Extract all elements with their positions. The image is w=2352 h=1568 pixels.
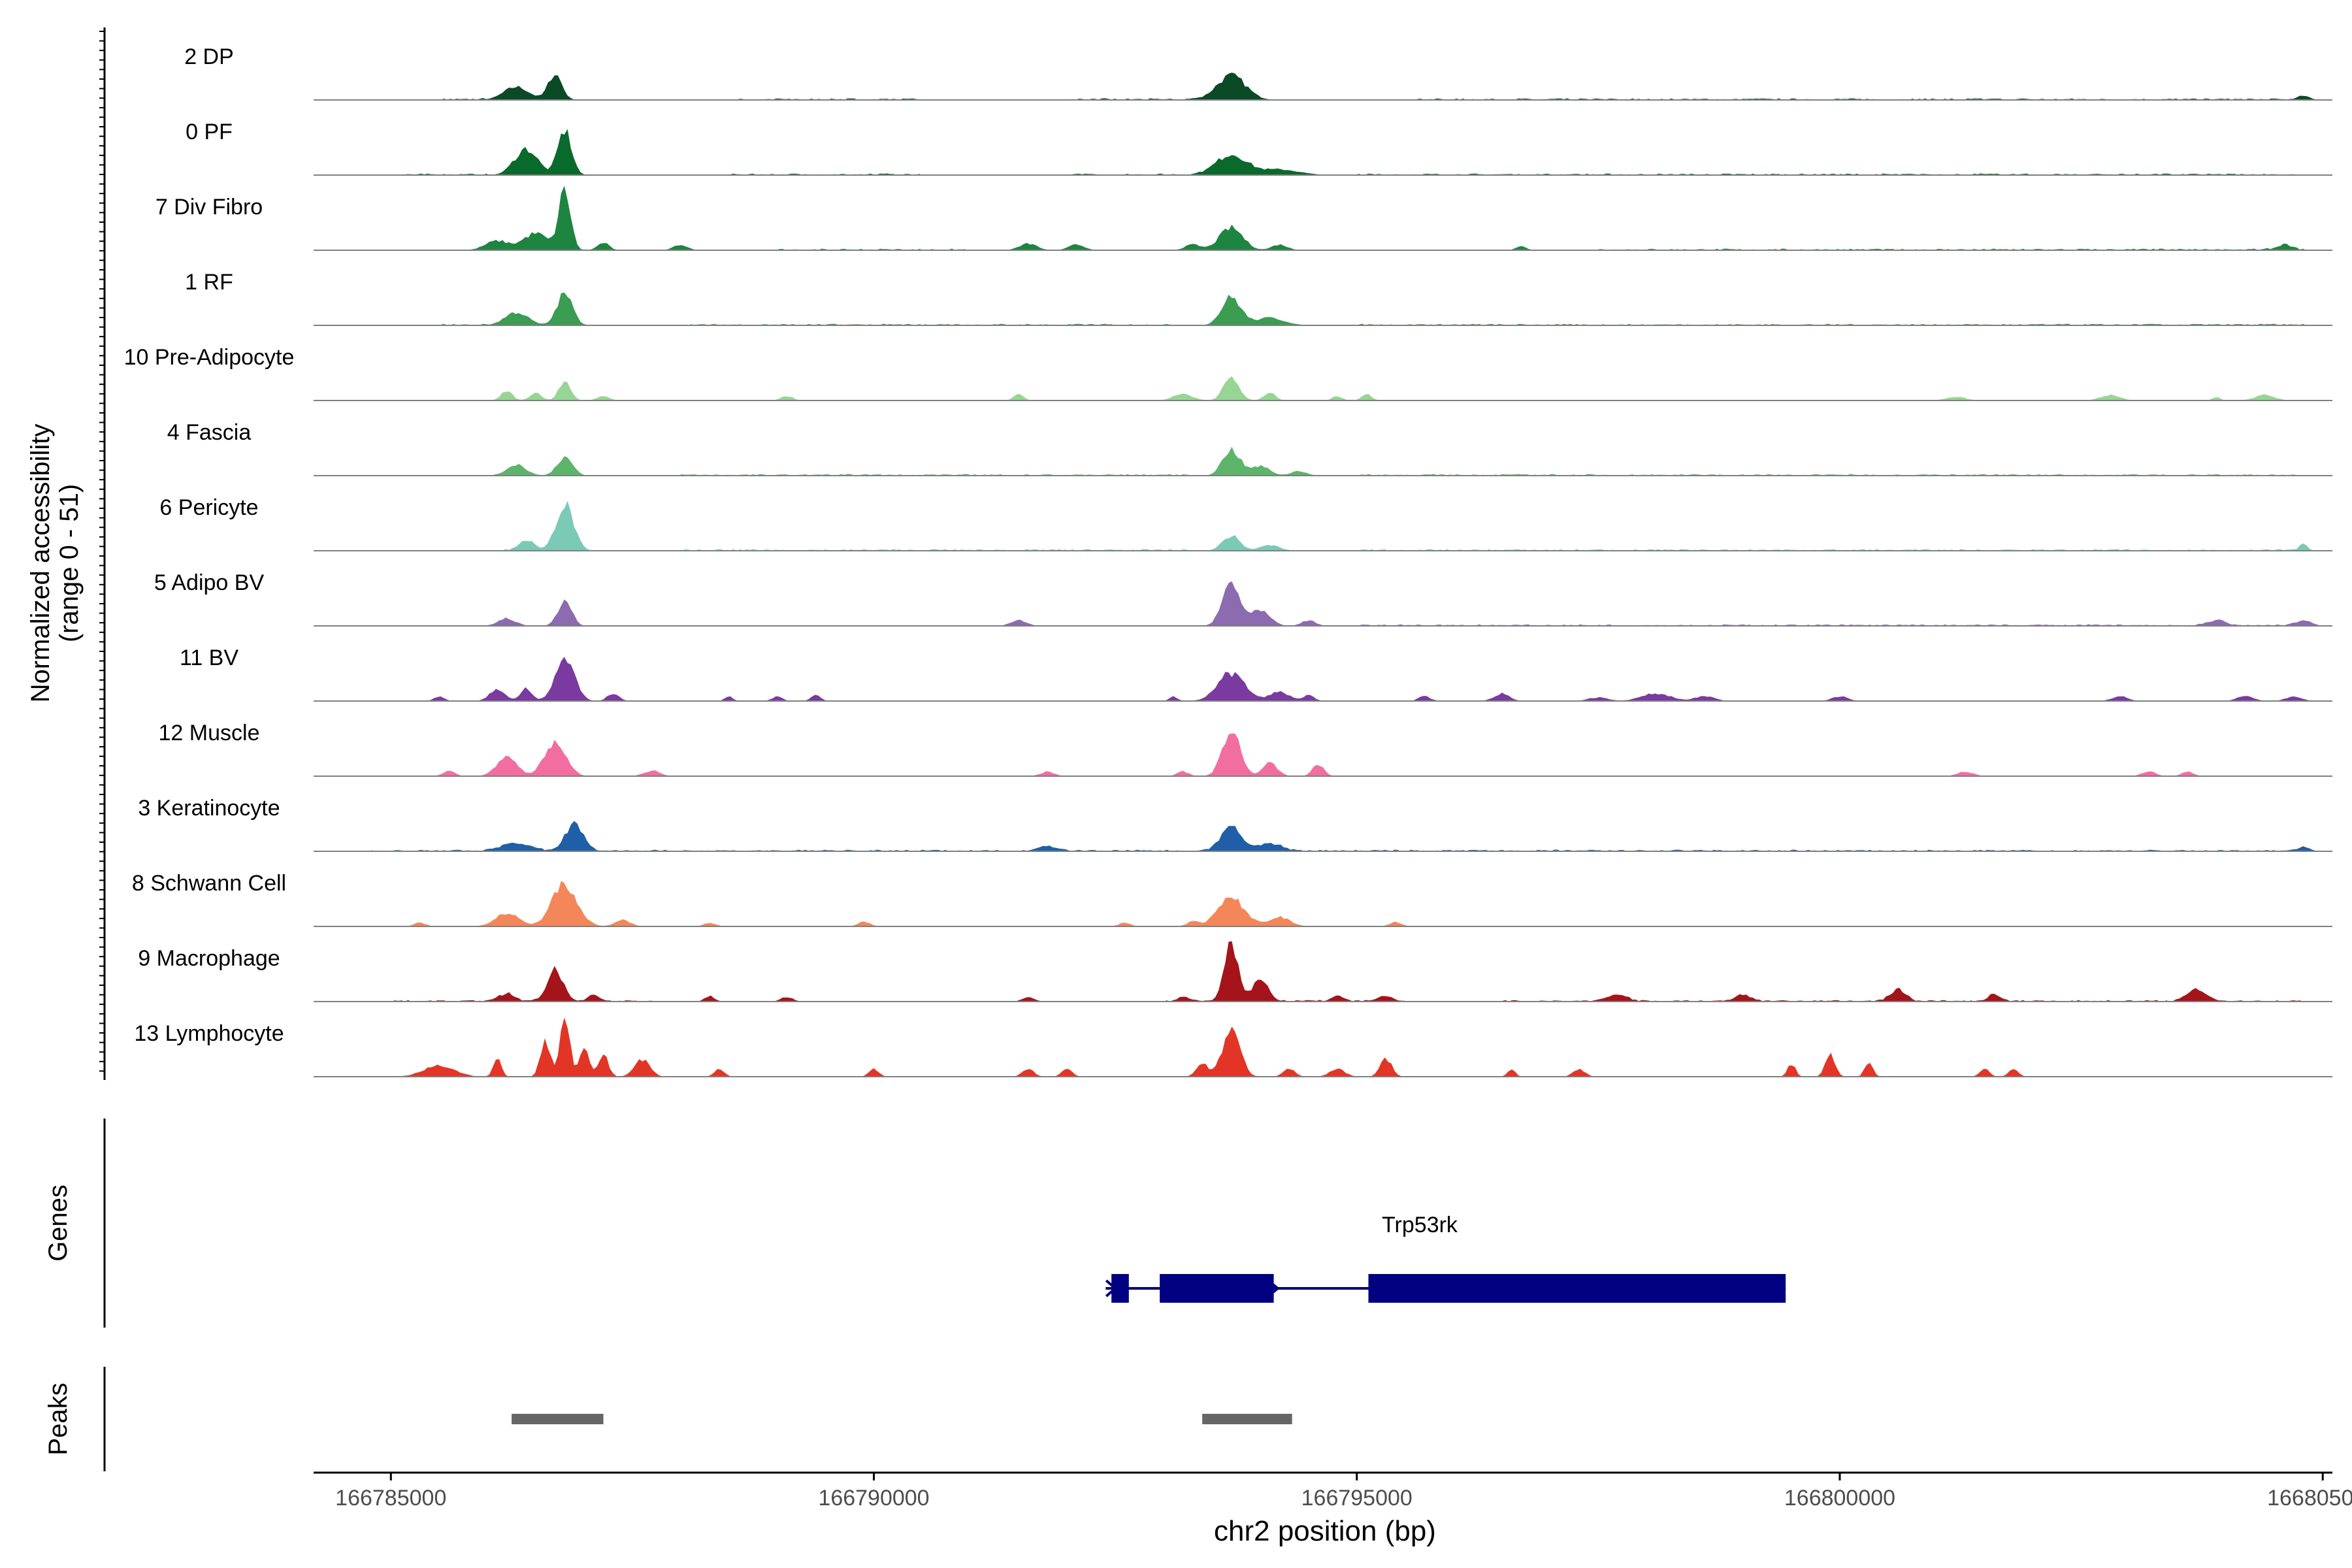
track-label: 7 Div Fibro [155, 195, 263, 220]
gene-exon [1368, 1274, 1786, 1303]
x-tick-label: 166800000 [1784, 1486, 1895, 1511]
coverage-area-1-rf [314, 292, 2332, 325]
track-4-fascia: 4 Fascia [167, 420, 2332, 476]
track-label: 8 Schwann Cell [132, 871, 286, 896]
gene-exon [1160, 1274, 1274, 1303]
track-13-lymphocyte: 13 Lymphocyte [134, 1017, 2332, 1077]
peak-interval [512, 1414, 604, 1424]
x-axis: 166785000 166790000 166795000 166800000 1668… [314, 1471, 2352, 1511]
genes-track-label: Genes [44, 1184, 73, 1262]
x-tick-label: 166785000 [335, 1486, 446, 1511]
track-label: 12 Muscle [159, 721, 260, 745]
strand-arrow [1105, 1279, 1118, 1298]
track-9-macrophage: 9 Macrophage [138, 941, 2332, 1002]
track-11-bv: 11 BV [180, 645, 2332, 702]
x-tick-label: 166805000 [2267, 1486, 2352, 1511]
track-label: 1 RF [185, 270, 233, 295]
track-label: 2 DP [184, 44, 234, 69]
gene-name-label: Trp53rk [1382, 1213, 1458, 1237]
coverage-area-9-macrophage [314, 941, 2332, 1002]
coverage-area-2-dp [314, 73, 2332, 100]
coverage-area-5-adipo-bv [314, 581, 2332, 626]
genes-track: Genes Trp53rk [44, 1119, 1786, 1328]
coverage-area-8-schwann-cell [314, 881, 2332, 926]
track-label: 6 Pericyte [159, 495, 258, 520]
track-label: 10 Pre-Adipocyte [124, 345, 295, 370]
coverage-area-3-keratinocyte [314, 821, 2332, 851]
track-5-adipo-bv: 5 Adipo BV [154, 570, 2332, 627]
coverage-area-12-muscle [314, 733, 2332, 776]
track-12-muscle: 12 Muscle [159, 721, 2332, 777]
peaks-track: Peaks [44, 1367, 1292, 1471]
track-8-schwann-cell: 8 Schwann Cell [132, 871, 2332, 927]
peaks-track-label: Peaks [44, 1382, 73, 1455]
x-tick-label: 166790000 [818, 1486, 929, 1511]
y-axis-range: (range 0 - 51) [55, 484, 84, 642]
x-axis-title: chr2 position (bp) [1214, 1515, 1436, 1547]
track-2-dp: 2 DP [184, 44, 2332, 101]
coverage-area-11-bv [314, 657, 2332, 701]
coverage-area-6-pericyte [314, 500, 2332, 551]
track-3-keratinocyte: 3 Keratinocyte [138, 796, 2332, 852]
track-label: 0 PF [186, 120, 233, 144]
track-label: 5 Adipo BV [154, 570, 265, 595]
track-0-pf: 0 PF [186, 120, 2332, 176]
track-6-pericyte: 6 Pericyte [159, 495, 2332, 551]
track-label: 11 BV [180, 645, 238, 670]
peak-interval [1202, 1414, 1292, 1424]
track-label: 3 Keratinocyte [138, 796, 280, 821]
coverage-tracks: 2 DP 0 PF 7 Div Fibro 1 RF 10 Pre-Adipocyte 4… [124, 44, 2332, 1077]
y-axis-title: Normalized accessibility [26, 424, 55, 703]
track-label: 4 Fascia [167, 420, 252, 445]
track-7-div-fibro: 7 Div Fibro [155, 186, 2332, 251]
coverage-area-4-fascia [314, 446, 2332, 476]
track-10-pre-adipocyte: 10 Pre-Adipocyte [124, 345, 2332, 401]
strand-arrow [1267, 1279, 1280, 1298]
coverage-area-7-div-fibro [314, 186, 2332, 250]
coverage-area-13-lymphocyte [314, 1017, 2332, 1077]
coverage-area-10-pre-adipocyte [314, 376, 2332, 400]
coverage-area-0-pf [314, 129, 2332, 175]
track-label: 13 Lymphocyte [134, 1021, 284, 1046]
track-1-rf: 1 RF [185, 270, 2332, 326]
x-tick-label: 166795000 [1301, 1486, 1413, 1511]
track-label: 9 Macrophage [138, 946, 280, 971]
y-axis [99, 27, 106, 1080]
